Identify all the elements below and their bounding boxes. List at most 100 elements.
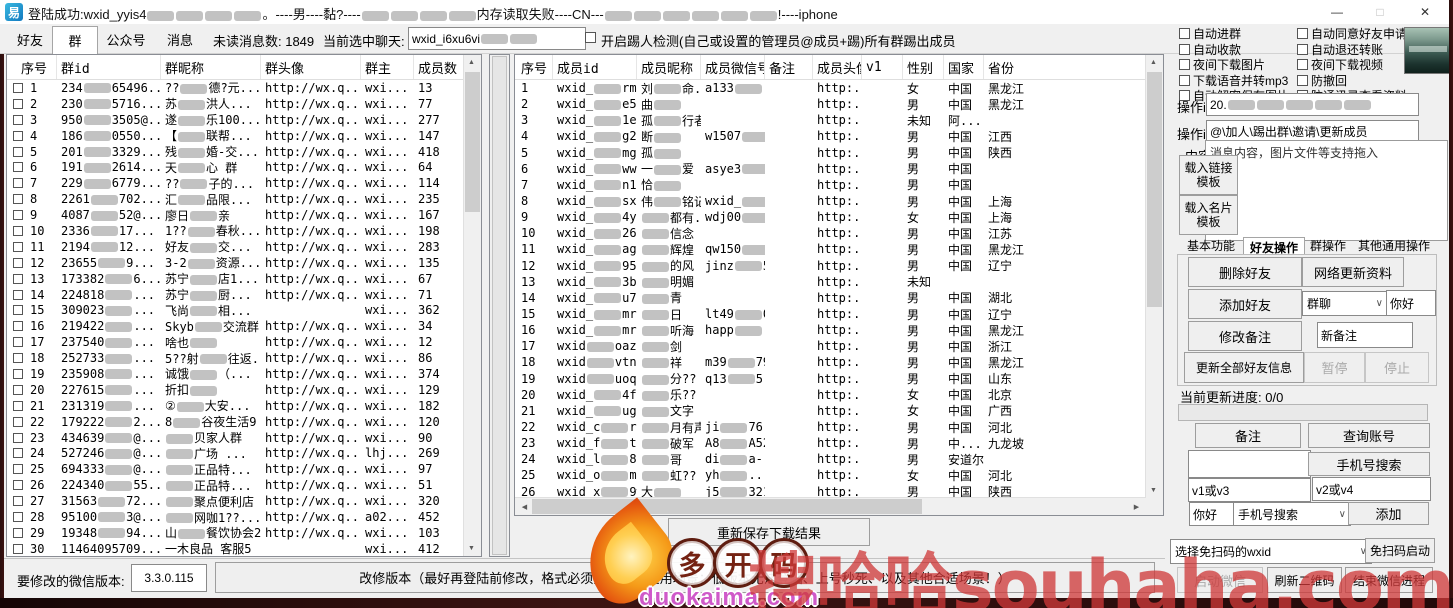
remark-button[interactable]: 备注 xyxy=(1195,423,1301,448)
refresh-qr-button[interactable]: 刷新二维码 xyxy=(1267,567,1342,593)
pause-button[interactable]: 暂停 xyxy=(1304,352,1365,383)
op-id2-input[interactable]: @\加人\踢出群\邀请\更新成员 xyxy=(1206,120,1419,143)
row-checkbox[interactable] xyxy=(13,527,23,538)
row-checkbox[interactable] xyxy=(13,384,23,395)
member-table-hscrollbar[interactable]: ◀ ▶ xyxy=(515,497,1146,515)
checkbox[interactable] xyxy=(1179,28,1190,39)
checkbox[interactable] xyxy=(1297,74,1308,86)
new-remark-input[interactable]: 新备注 xyxy=(1317,322,1413,348)
resave-results-button[interactable]: 重新保存下载结果 xyxy=(668,518,870,546)
kill-wechat-button[interactable]: 结束微信进程 xyxy=(1345,567,1433,593)
column-header[interactable]: 省份 xyxy=(984,55,1163,79)
option-checkbox-item[interactable]: 防撤回 xyxy=(1297,72,1405,89)
option-checkbox-item[interactable]: 夜间下载图片 xyxy=(1179,56,1297,73)
checkbox[interactable] xyxy=(1297,59,1308,71)
row-checkbox[interactable] xyxy=(13,241,23,252)
account-input[interactable] xyxy=(1188,450,1311,478)
start-wechat-button[interactable]: 启动微信 xyxy=(1177,567,1263,593)
column-header[interactable]: 成员微信号 xyxy=(701,55,765,79)
row-checkbox[interactable] xyxy=(13,353,23,364)
phone-search-button[interactable]: 手机号搜索 xyxy=(1308,452,1430,476)
option-checkbox-item[interactable]: 自动进群 xyxy=(1179,25,1297,42)
row-checkbox[interactable] xyxy=(13,273,23,284)
row-checkbox[interactable] xyxy=(13,496,23,507)
column-header[interactable]: 成员昵称 xyxy=(637,55,701,79)
row-checkbox[interactable] xyxy=(13,480,23,491)
row-checkbox[interactable] xyxy=(13,146,23,157)
option-checkbox-item[interactable]: 自动退还转账 xyxy=(1297,41,1405,58)
option-checkbox-item[interactable]: 自动收款 xyxy=(1179,41,1297,58)
add-button[interactable]: 添加 xyxy=(1348,502,1429,525)
column-header[interactable]: 群id xyxy=(57,55,161,79)
tab-official-accounts[interactable]: 公众号 xyxy=(106,32,146,48)
edit-remark-button[interactable]: 修改备注 xyxy=(1188,321,1302,351)
load-card-template-button[interactable]: 载入名片模板 xyxy=(1179,195,1238,235)
row-checkbox[interactable] xyxy=(13,368,23,379)
column-header[interactable]: 群昵称 xyxy=(161,55,261,79)
checkbox[interactable] xyxy=(1297,43,1308,55)
option-checkbox-item[interactable]: 自动同意好友申请 xyxy=(1297,25,1407,42)
member-table-vscrollbar[interactable]: ▲ ▼ xyxy=(1145,55,1163,498)
rtab-other-ops[interactable]: 其他通用操作 xyxy=(1357,239,1430,253)
row-checkbox[interactable] xyxy=(13,225,23,236)
column-header[interactable]: 性别 xyxy=(903,55,944,79)
load-link-template-button[interactable]: 载入链接模板 xyxy=(1179,155,1238,195)
row-checkbox[interactable] xyxy=(13,289,23,300)
column-header[interactable]: 序号 xyxy=(7,55,57,79)
rtab-group-ops[interactable]: 群操作 xyxy=(1309,239,1346,253)
column-header[interactable]: 群主 xyxy=(361,55,414,79)
row-checkbox[interactable] xyxy=(13,511,23,522)
search-mode-select[interactable]: 手机号搜索 ∨ xyxy=(1233,502,1351,526)
row-checkbox[interactable] xyxy=(13,130,23,141)
row-checkbox[interactable] xyxy=(13,416,23,427)
row-checkbox[interactable] xyxy=(13,305,23,316)
row-checkbox[interactable] xyxy=(13,448,23,459)
rtab-friend-ops[interactable]: 好友操作 xyxy=(1243,237,1305,256)
group-table-vscrollbar[interactable]: ▲ ▼ xyxy=(463,55,481,556)
op-id1-input[interactable]: 20. xyxy=(1206,93,1419,116)
row-checkbox[interactable] xyxy=(13,178,23,189)
column-header[interactable]: 序号 xyxy=(515,55,553,79)
row-checkbox[interactable] xyxy=(13,400,23,411)
column-header[interactable]: 备注 xyxy=(765,55,813,79)
row-checkbox[interactable] xyxy=(13,114,23,125)
checkbox[interactable] xyxy=(1179,43,1190,55)
noscan-start-button[interactable]: 免扫码启动 xyxy=(1365,538,1435,563)
row-checkbox[interactable] xyxy=(13,82,23,93)
row-checkbox[interactable] xyxy=(13,464,23,475)
hello-input[interactable]: 你好 xyxy=(1189,502,1237,526)
add-friend-button[interactable]: 添加好友 xyxy=(1188,289,1302,319)
row-checkbox[interactable] xyxy=(13,210,23,221)
row-checkbox[interactable] xyxy=(13,162,23,173)
row-checkbox[interactable] xyxy=(13,98,23,109)
greeting-input[interactable]: 你好 xyxy=(1386,290,1436,316)
checkbox[interactable] xyxy=(1179,90,1190,102)
column-header[interactable]: 成员头像 xyxy=(813,55,862,79)
row-checkbox[interactable] xyxy=(13,321,23,332)
stop-button[interactable]: 停止 xyxy=(1365,352,1429,383)
content-textarea[interactable]: 消息内容，图片文件等支持拖入 xyxy=(1205,140,1448,241)
add-source-select[interactable]: 群聊 ∨ xyxy=(1302,291,1388,316)
column-header[interactable]: 国家 xyxy=(944,55,984,79)
table-splitter-scrollbar[interactable] xyxy=(489,54,510,557)
minimize-button[interactable]: — xyxy=(1331,5,1343,19)
row-checkbox[interactable] xyxy=(13,543,23,554)
v2v4-input[interactable]: v2或v4 xyxy=(1312,477,1431,501)
close-button[interactable]: ✕ xyxy=(1419,5,1431,19)
delete-friend-button[interactable]: 删除好友 xyxy=(1188,257,1302,287)
row-checkbox[interactable] xyxy=(13,257,23,268)
update-all-friends-button[interactable]: 更新全部好友信息 xyxy=(1184,352,1304,383)
checkbox[interactable] xyxy=(1179,74,1190,86)
column-header[interactable]: 群头像 xyxy=(261,55,361,79)
row-checkbox[interactable] xyxy=(13,432,23,443)
rtab-basic-functions[interactable]: 基本功能 xyxy=(1186,239,1235,253)
column-header[interactable]: 成员id xyxy=(553,55,637,79)
noscan-wxid-select[interactable]: 选择免扫码的wxid ∨ xyxy=(1170,539,1372,564)
wechat-version-input[interactable]: 3.3.0.115 xyxy=(131,564,207,592)
maximize-button[interactable]: □ xyxy=(1376,5,1384,19)
net-update-profile-button[interactable]: 网络更新资料 xyxy=(1302,257,1404,287)
option-checkbox-item[interactable]: 下载语音并转mp3 xyxy=(1179,72,1297,89)
column-header[interactable]: 成员数 xyxy=(414,55,464,79)
tab-friends[interactable]: 好友 xyxy=(16,32,43,48)
option-checkbox-item[interactable]: 夜间下载视频 xyxy=(1297,56,1405,73)
